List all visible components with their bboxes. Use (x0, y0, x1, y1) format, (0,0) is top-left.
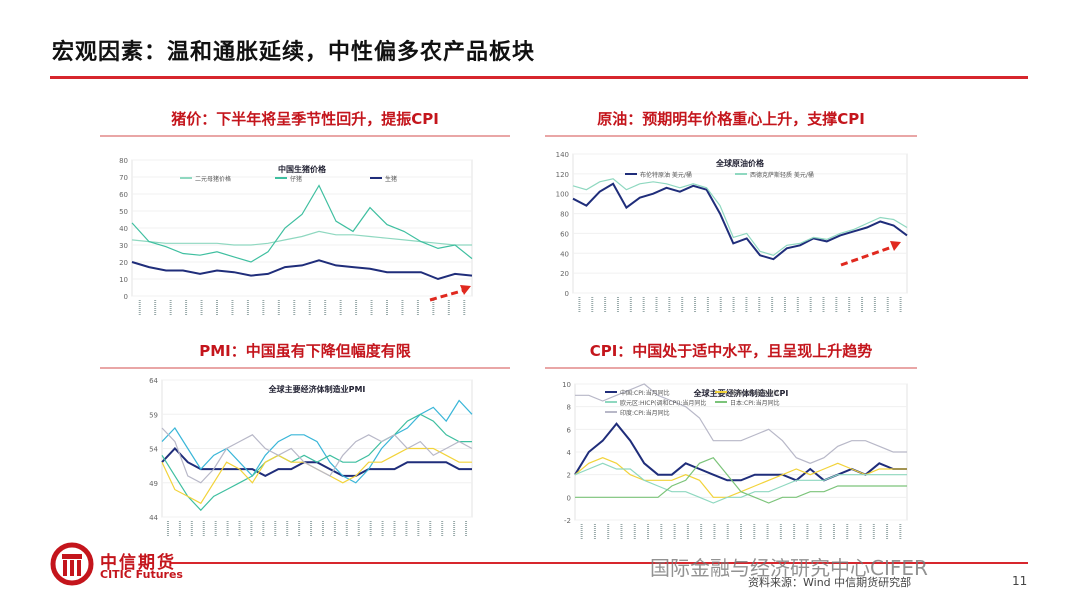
y-tick-label: 60 (119, 191, 128, 199)
trend-arrow-icon (840, 244, 896, 267)
legend-label: 西德克萨斯轻质 美元/桶 (750, 171, 814, 179)
panel-heading-rule (545, 367, 917, 369)
trend-arrowhead-icon (460, 285, 471, 295)
page-number: 11 (1012, 574, 1028, 588)
logo-text-cn: 中信期货 (100, 553, 176, 573)
y-tick-label: 60 (560, 230, 569, 238)
y-tick-label: 30 (119, 242, 128, 250)
panel-heading-rule (100, 367, 510, 369)
slide-title: 宏观因素：温和通胀延续，中性偏多农产品板块 (52, 40, 536, 65)
panel-heading-oil: 原油：预期明年价格重心上升，支撑CPI (597, 110, 865, 128)
legend-label: 欧元区:HICP(调和CPI):当月同比 (620, 399, 706, 407)
series-line (572, 182, 908, 261)
series-line (131, 184, 473, 263)
trend-arrowhead-icon (890, 241, 901, 251)
y-tick-label: 8 (567, 404, 571, 412)
series-line (575, 456, 907, 504)
panel-heading-pork: 猪价：下半年将呈季节性回升，提振CPI (171, 110, 439, 128)
chart-title: 中国生猪价格 (278, 164, 327, 174)
y-tick-label: 80 (560, 211, 569, 219)
y-tick-label: 59 (149, 411, 158, 419)
y-tick-label: 0 (567, 494, 571, 502)
y-tick-label: 49 (149, 480, 158, 488)
legend-label: 美国:CPI:当月同比 (730, 389, 780, 397)
y-tick-label: 44 (149, 514, 158, 522)
y-tick-label: 54 (149, 446, 158, 454)
y-tick-label: 64 (149, 377, 158, 385)
y-tick-label: -2 (564, 517, 571, 525)
footer-rule (170, 562, 1028, 564)
chart-title: 全球原油价格 (715, 158, 765, 168)
y-tick-label: 6 (567, 426, 572, 434)
panel-heading-rule (100, 135, 510, 137)
y-tick-label: 40 (560, 250, 569, 258)
chart-title: 全球主要经济体制造业CPI (693, 388, 789, 398)
legend-label: 仔猪 (290, 175, 302, 183)
citic-logo-icon (50, 542, 94, 590)
panel-heading-cpi: CPI：中国处于适中水平，且呈现上升趋势 (589, 342, 873, 360)
series-line (161, 413, 472, 512)
y-tick-label: 70 (119, 174, 128, 182)
legend-label: 中国:CPI:当月同比 (620, 389, 670, 397)
panel-heading-pmi: PMI：中国虽有下降但幅度有限 (199, 342, 411, 360)
chart-cpi: -2 0 2 4 6 8 10 全球主要经济体制造业CPI 中国:CPI:当月同比 美国:CPI:… (562, 381, 908, 540)
series-line (572, 178, 908, 256)
logo-text-en: CITIC Futures (100, 568, 183, 581)
chart-pmi: 44 49 54 59 64 全球主要经济体制造业PMI (149, 377, 473, 537)
series-line (131, 230, 472, 246)
chart-title: 全球主要经济体制造业PMI (268, 384, 366, 394)
legend-label: 日本:CPI:当月同比 (730, 399, 780, 407)
legend-label: 布伦特原油 美元/桶 (640, 171, 692, 179)
y-tick-label: 0 (565, 290, 569, 298)
panel-oil: 原油：预期明年价格重心上升，支撑CPI 0 20 40 60 80 100 120 140 全球… (545, 108, 917, 333)
series-line (574, 462, 907, 504)
y-tick-label: 2 (567, 472, 571, 480)
series-line (575, 383, 907, 464)
legend-label: 二元母猪价格 (195, 175, 231, 183)
y-tick-label: 80 (119, 157, 128, 165)
y-tick-label: 20 (119, 259, 128, 267)
series-line (161, 427, 473, 484)
watermark: 国际金融与经济研究中心CIFER (650, 556, 928, 580)
source-note: 资料来源：Wind 中信期货研究部 (748, 576, 912, 589)
panel-heading-rule (545, 135, 917, 137)
y-tick-label: 40 (119, 225, 128, 233)
panel-cpi: CPI：中国处于适中水平，且呈现上升趋势 -2 0 2 4 6 8 10 全球主要经济体制造业… (545, 340, 917, 555)
panel-pork: 猪价：下半年将呈季节性回升，提振CPI 0 10 20 30 40 50 60 70 80 中国生… (100, 108, 510, 333)
y-tick-label: 20 (560, 270, 569, 278)
legend-label: 生猪 (385, 175, 397, 183)
y-tick-label: 140 (556, 151, 569, 159)
y-tick-label: 10 (119, 276, 128, 284)
series-line (131, 259, 473, 281)
y-tick-label: 4 (567, 449, 572, 457)
y-tick-label: 10 (562, 381, 571, 389)
y-tick-label: 0 (124, 293, 128, 301)
series-line (161, 447, 472, 505)
title-underline (50, 76, 1028, 79)
series-line (161, 399, 473, 484)
y-tick-label: 100 (556, 191, 569, 199)
trend-arrow-icon (429, 288, 466, 302)
y-tick-label: 120 (556, 171, 569, 179)
y-tick-label: 50 (119, 208, 128, 216)
panel-pmi: PMI：中国虽有下降但幅度有限 44 49 54 59 64 全球主要经济体制造业PMI (100, 340, 510, 555)
legend-label: 印度:CPI:当月同比 (620, 409, 670, 417)
